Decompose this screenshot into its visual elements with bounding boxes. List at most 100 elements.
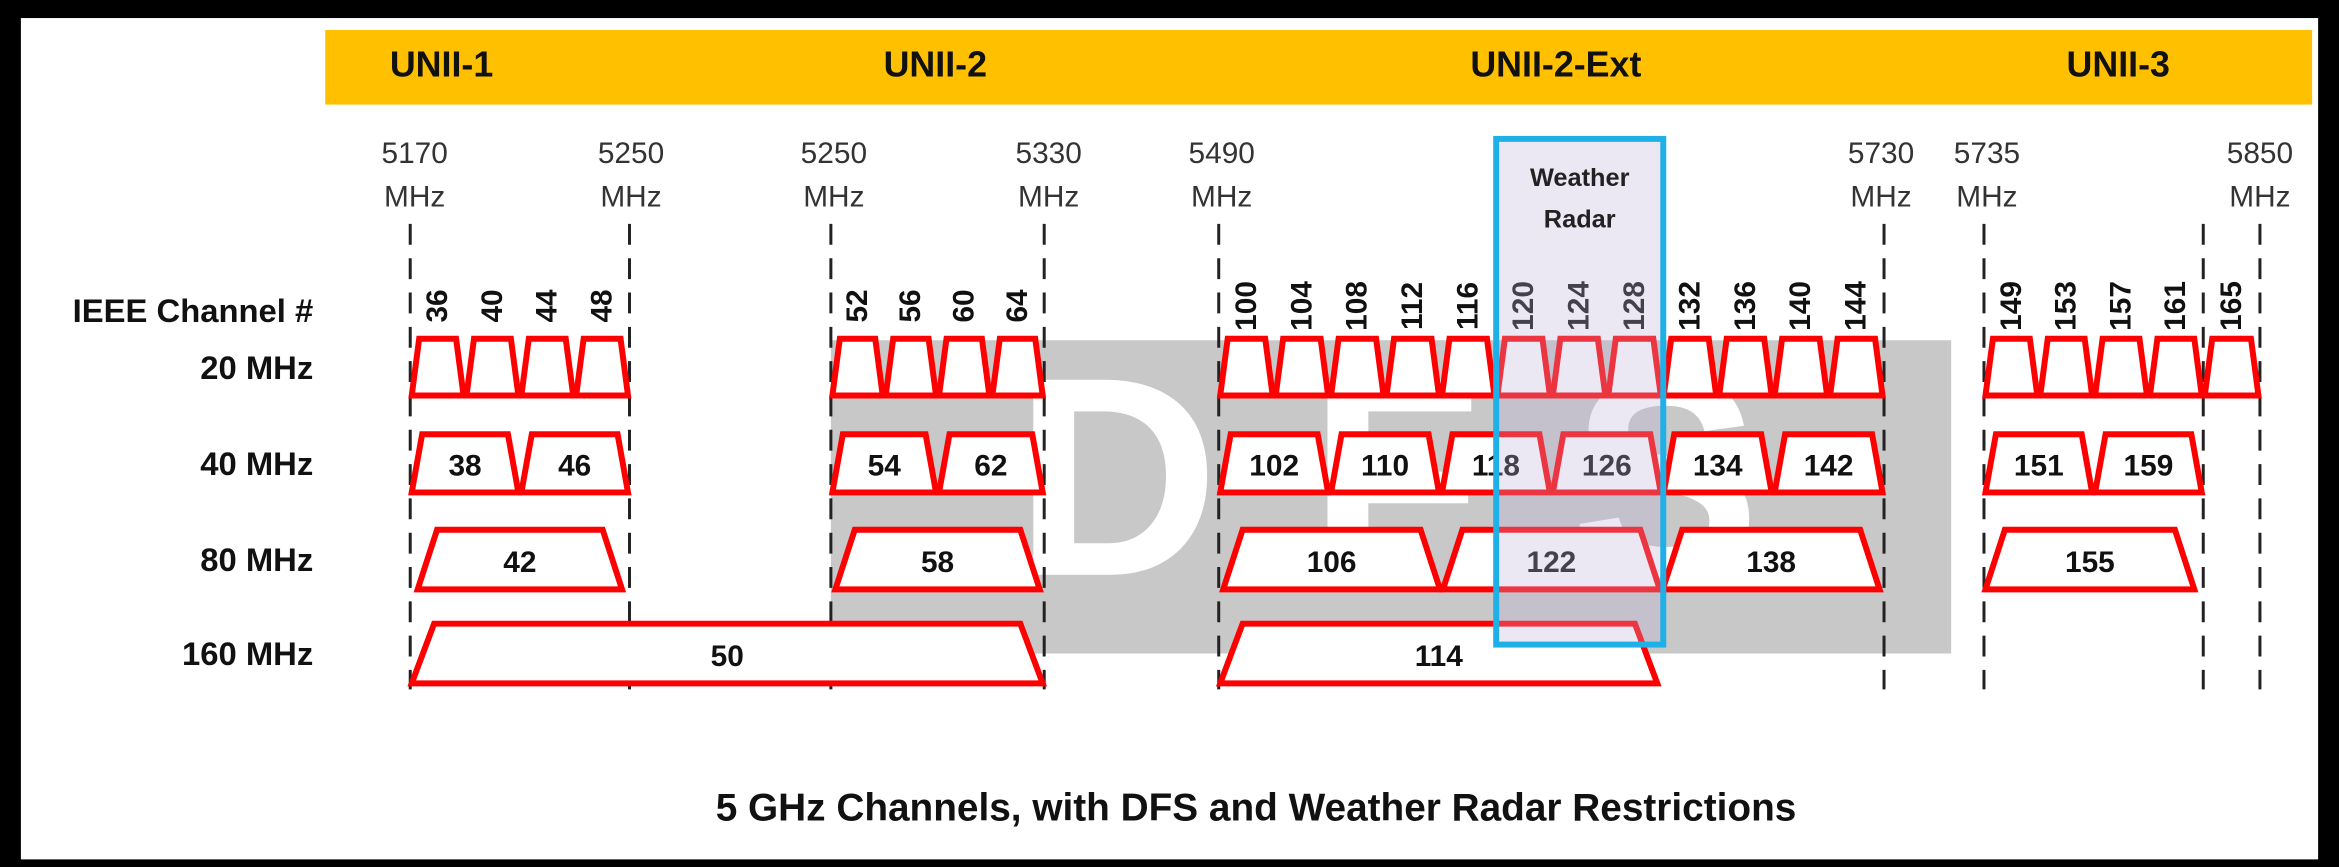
- channel-shape: [1982, 335, 2041, 399]
- channel-shape: [408, 335, 467, 399]
- channel-shape: [1494, 335, 1554, 399]
- weather-radar-label: Weather: [1530, 164, 1630, 192]
- freq-value: 5730: [1848, 137, 1914, 170]
- channel-number: 104: [1285, 281, 1318, 331]
- freq-unit: MHz: [1191, 180, 1252, 213]
- channel-shape: [1826, 335, 1886, 399]
- channel-shape: [463, 335, 522, 399]
- channel-shape: [2146, 335, 2206, 399]
- row-label: 80 MHz: [200, 541, 313, 578]
- channel-shape: [935, 431, 1047, 496]
- channel-shape: [1981, 431, 2096, 496]
- channel-number: 161: [2159, 281, 2192, 331]
- channel-shape: [413, 526, 627, 593]
- freq-value: 5850: [2227, 137, 2293, 170]
- freq-unit: MHz: [803, 180, 864, 213]
- channel-label: 106: [1307, 546, 1357, 579]
- freq-value: 5250: [801, 137, 867, 170]
- freq-value: 5330: [1015, 137, 1081, 170]
- channel-number: 149: [1995, 281, 2028, 331]
- channel-shape: [2091, 335, 2151, 399]
- channel-label: 46: [558, 450, 591, 483]
- band-label: UNII-2: [884, 45, 987, 85]
- channel-shape: [1771, 335, 1831, 399]
- channel-number: 132: [1673, 281, 1706, 331]
- channel-shape: [407, 620, 1048, 687]
- channel-number: 144: [1840, 281, 1873, 331]
- band-label: UNII-1: [390, 45, 493, 85]
- channel-shape: [517, 431, 632, 496]
- channel-shape: [1272, 335, 1332, 399]
- band-label: UNII-3: [2067, 45, 2170, 85]
- channel-shape: [1549, 335, 1609, 399]
- channel-shape: [1658, 526, 1884, 593]
- channel-label: 58: [921, 546, 954, 579]
- channel-number: 116: [1452, 282, 1485, 330]
- channel-shape: [1383, 335, 1443, 399]
- weather-radar-label: Radar: [1544, 206, 1616, 234]
- channel-label: 102: [1249, 450, 1299, 483]
- channel-shape: [1771, 431, 1887, 496]
- channel-label: 142: [1804, 450, 1854, 483]
- freq-value: 5490: [1189, 137, 1255, 170]
- channel-shape: [517, 335, 577, 399]
- channel-label: 38: [448, 450, 481, 483]
- channel-shape: [2201, 335, 2262, 399]
- channel-shape: [2036, 335, 2096, 399]
- channel-shape: [988, 335, 1047, 399]
- channel-number: 100: [1230, 281, 1263, 331]
- channel-number: 108: [1341, 281, 1374, 331]
- channel-number: 120: [1507, 281, 1540, 331]
- channel-shape: [1981, 526, 2199, 593]
- channel-label: 110: [1361, 450, 1409, 483]
- channel-label: 159: [2124, 450, 2174, 483]
- channel-label: 155: [2065, 546, 2115, 579]
- channel-shape: [408, 431, 522, 496]
- channel-shape: [828, 431, 940, 496]
- channel-label: 134: [1693, 450, 1743, 483]
- channel-number: 153: [2050, 281, 2083, 331]
- caption: 5 GHz Channels, with DFS and Weather Rad…: [716, 786, 1797, 829]
- channel-shape: [1327, 431, 1443, 496]
- band-bar: [325, 29, 2313, 105]
- channel-shape: [1216, 431, 1332, 496]
- channel-label: 42: [503, 546, 536, 579]
- channel-shape: [572, 335, 632, 399]
- channel-number: 44: [531, 289, 564, 323]
- band-label: UNII-2-Ext: [1470, 45, 1641, 85]
- channel-number: 60: [948, 289, 981, 322]
- channel-shape: [2091, 431, 2206, 496]
- channel-label: 122: [1526, 546, 1576, 579]
- channel-number: 140: [1784, 281, 1817, 331]
- channel-number: 56: [894, 289, 927, 322]
- channel-number: 136: [1729, 281, 1762, 331]
- channel-number: 128: [1618, 281, 1651, 331]
- channel-label: 54: [868, 450, 902, 483]
- channel-number: 165: [2215, 281, 2248, 331]
- freq-value: 5170: [382, 137, 448, 170]
- channel-shape: [1327, 335, 1387, 399]
- channel-layer: UNII-1 UNII-2 UNII-2-Ext UNII-3 5170 MHz 5250 M…: [73, 45, 2293, 690]
- channel-number: 40: [476, 289, 509, 322]
- freq-unit: MHz: [600, 180, 661, 213]
- channel-shape: [1219, 526, 1445, 593]
- channel-shape: [1215, 620, 1662, 687]
- channel-label: 114: [1415, 640, 1464, 673]
- freq-value: 5250: [598, 137, 664, 170]
- channel-shape: [1216, 335, 1277, 399]
- row-label: IEEE Channel #: [73, 292, 314, 329]
- freq-unit: MHz: [1956, 180, 2017, 213]
- channel-shape: [1438, 335, 1498, 399]
- channel-label: 126: [1582, 450, 1632, 483]
- freq-unit: MHz: [1018, 180, 1079, 213]
- channel-shape: [1604, 335, 1665, 399]
- row-label: 40 MHz: [200, 445, 313, 482]
- channel-label: 151: [2014, 450, 2064, 483]
- channel-shape: [831, 526, 1044, 593]
- channel-label: 50: [711, 640, 744, 673]
- channel-number: 124: [1562, 281, 1595, 331]
- freq-unit: MHz: [2229, 180, 2290, 213]
- channel-shape: [1549, 431, 1665, 496]
- freq-unit: MHz: [1850, 180, 1911, 213]
